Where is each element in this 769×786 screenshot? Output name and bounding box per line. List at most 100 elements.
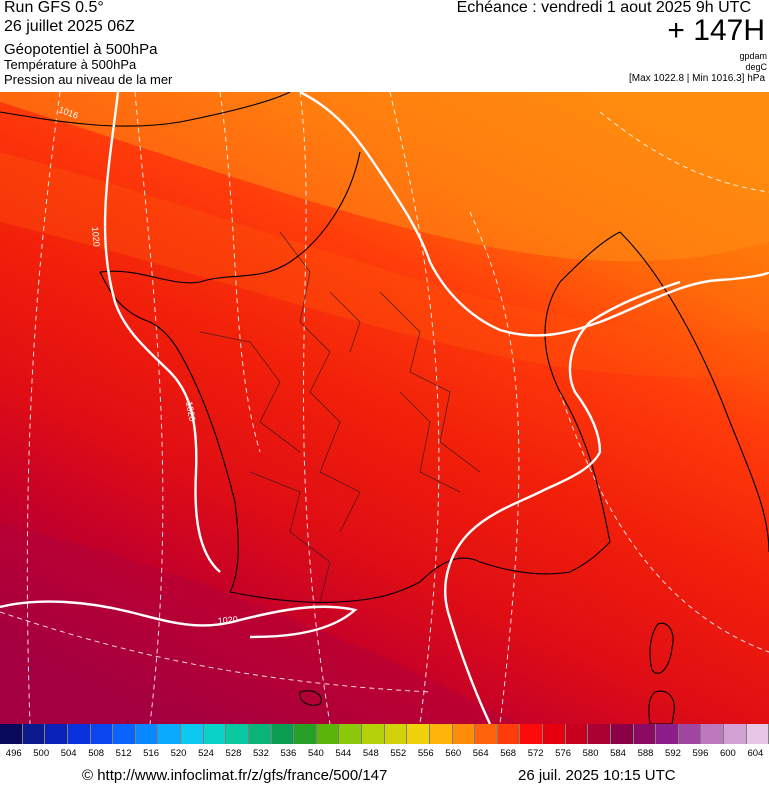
scale-label: 604 [747, 748, 764, 759]
pressure-range: [Max 1022.8 | Min 1016.3] hPa [628, 73, 765, 84]
atlantic-coast [189, 371, 239, 593]
layer-temperature: Température à 500hPa [4, 57, 137, 72]
scale-label: 548 [362, 748, 379, 759]
scale-label: 536 [280, 748, 297, 759]
layer-geopotential: Géopotentiel à 500hPa [4, 41, 158, 58]
scale-label: 584 [610, 748, 626, 759]
brittany-coast [99, 271, 191, 373]
scale-swatch [475, 724, 498, 744]
country-borders [199, 231, 481, 603]
scale-label: 528 [225, 748, 242, 759]
isotherms [0, 92, 769, 724]
isobar-1020-south [0, 600, 358, 639]
scale-swatch [113, 724, 136, 744]
scale-label: 512 [115, 748, 132, 759]
scale-label: 544 [335, 748, 352, 759]
balearic-islands [299, 690, 322, 706]
scale-swatch [384, 724, 408, 744]
scale-swatch [701, 724, 724, 744]
scale-swatch [181, 724, 204, 744]
scale-label: 572 [527, 748, 544, 759]
isobar-label-south: 1020 [217, 614, 238, 626]
scale-swatch [746, 724, 769, 744]
scale-label: 556 [417, 748, 434, 759]
scale-label: 516 [143, 748, 159, 759]
scale-swatch [158, 724, 181, 744]
scale-label: 524 [198, 748, 214, 759]
scale-swatch [226, 724, 249, 744]
corsica [649, 622, 674, 674]
scale-label: 592 [665, 748, 681, 759]
scale-swatch [248, 724, 272, 744]
run-date: 26 juillet 2025 06Z [4, 18, 135, 35]
generation-timestamp: 26 juil. 2025 10:15 UTC [518, 767, 676, 784]
scale-swatch [339, 724, 362, 744]
credit-url[interactable]: © http://www.infoclimat.fr/z/gfs/france/… [82, 767, 388, 784]
color-scale [0, 724, 769, 744]
eastern-border [544, 231, 621, 543]
scale-label: 504 [60, 748, 77, 759]
scale-swatch [520, 724, 543, 744]
scale-swatch [429, 724, 453, 744]
scale-label: 540 [307, 748, 324, 759]
scale-swatch [678, 724, 702, 744]
scale-swatch [22, 724, 46, 744]
scale-swatch [316, 724, 340, 744]
scale-swatch [90, 724, 114, 744]
color-scale-labels: 496 500 504 508 512 516 520 524 528 532 536 540 544 5… [0, 748, 769, 762]
scale-swatch [724, 724, 747, 744]
valid-time: Echéance : vendredi 1 aout 2025 9h UTC [456, 0, 751, 16]
scale-label: 508 [88, 748, 105, 759]
layer-pressure: Pression au niveau de la mer [4, 72, 173, 87]
scale-swatch [135, 724, 159, 744]
scale-label: 568 [500, 748, 517, 759]
scale-label: 564 [472, 748, 489, 759]
scale-swatch [610, 724, 634, 744]
scale-swatch [565, 724, 589, 744]
isobar-1020-north [299, 92, 769, 337]
weather-map: 1020 1020 1020 1016 [0, 92, 769, 724]
scale-label: 600 [719, 748, 736, 759]
scale-swatch [633, 724, 657, 744]
scale-label: 496 [5, 748, 22, 759]
isobar-label-center: 1020 [184, 401, 197, 422]
scale-swatch [203, 724, 227, 744]
england-coast [0, 92, 291, 127]
scale-label: 576 [555, 748, 572, 759]
scale-swatch [45, 724, 68, 744]
scale-swatch [497, 724, 521, 744]
scale-swatch [271, 724, 295, 744]
scale-swatch [362, 724, 385, 744]
scale-label: 580 [582, 748, 599, 759]
coastlines [0, 92, 769, 724]
scale-label: 520 [170, 748, 187, 759]
scale-swatch [0, 724, 23, 744]
scale-swatch [452, 724, 476, 744]
scale-label: 560 [445, 748, 462, 759]
pyrenees-border [229, 581, 421, 604]
isobar-1020-west [103, 92, 221, 573]
unit-gpdam: gpdam [739, 51, 767, 61]
scale-swatch [67, 724, 91, 744]
scale-label: 596 [692, 748, 709, 759]
isobar-1020-rhone [444, 280, 681, 724]
run-title: Run GFS 0.5° [4, 0, 104, 16]
scale-label: 552 [390, 748, 407, 759]
sardinia [648, 690, 675, 724]
isobar-label-west: 1020 [90, 226, 102, 247]
scale-label: 500 [33, 748, 50, 759]
scale-swatch [656, 724, 679, 744]
italy-coast [619, 231, 769, 553]
isobars [0, 92, 769, 724]
scale-swatch [407, 724, 430, 744]
channel-coast [99, 151, 361, 284]
lead-time: + 147H [667, 14, 765, 47]
geopotential-band-580 [0, 152, 769, 378]
unit-degc: degC [745, 62, 767, 72]
geopotential-band-572 [0, 522, 520, 724]
scale-swatch [294, 724, 317, 744]
scale-label: 532 [253, 748, 269, 759]
scale-label: 588 [637, 748, 654, 759]
scale-swatch [588, 724, 611, 744]
scale-swatch [543, 724, 566, 744]
